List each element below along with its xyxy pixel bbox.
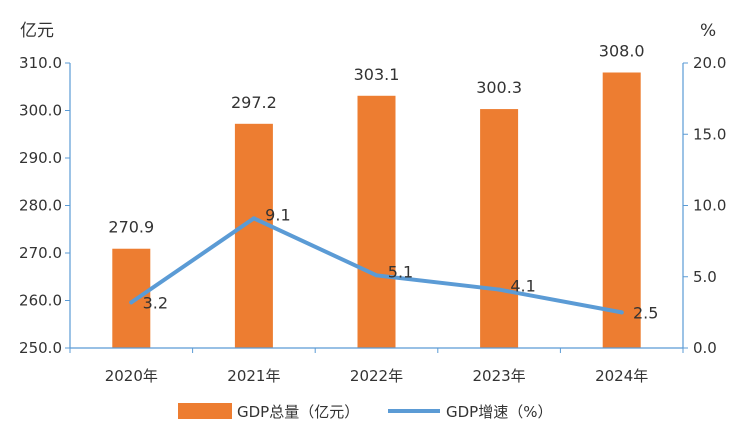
legend-swatch-bar [178, 403, 232, 419]
right-tick-label-1: 5.0 [693, 268, 717, 286]
labels-layer: 270.9 297.2 303.1 300.3 308.0 3.2 9.1 5.1 4.1 2.5 [108, 42, 658, 323]
x-tick-label-1: 2021年 [227, 367, 280, 385]
bar-1 [234, 123, 273, 348]
line-point-0 [129, 300, 134, 305]
bar-0 [112, 248, 151, 348]
bar-label-0: 270.9 [108, 218, 154, 237]
right-tick-label-3: 15.0 [693, 125, 726, 143]
x-tick-label-0: 2020年 [105, 367, 158, 385]
line-label-4: 2.5 [633, 303, 658, 322]
line-point-2 [374, 273, 379, 278]
left-tick-label-6: 310.0 [19, 54, 62, 72]
line-label-1: 9.1 [265, 205, 290, 224]
line-label-2: 5.1 [388, 262, 413, 281]
bar-label-3: 300.3 [476, 78, 522, 97]
left-tick-label-2: 270.0 [19, 244, 62, 262]
right-tick-label-2: 10.0 [693, 197, 726, 215]
line-layer [129, 216, 624, 315]
right-axis-unit: % [700, 21, 716, 41]
line-label-0: 3.2 [143, 293, 168, 312]
axes-layer: 250.0 260.0 270.0 280.0 290.0 300.0 310.0 0.0 5.… [19, 54, 726, 385]
legend-label-bar: GDP总量（亿元） [237, 403, 359, 421]
right-tick-label-0: 0.0 [693, 339, 717, 357]
left-tick-label-3: 280.0 [19, 197, 62, 215]
left-tick-label-4: 290.0 [19, 149, 62, 167]
left-tick-label-0: 250.0 [19, 339, 62, 357]
x-tick-label-3: 2023年 [473, 367, 526, 385]
bar-label-4: 308.0 [599, 42, 645, 61]
x-tick-label-2: 2022年 [350, 367, 403, 385]
line-point-1 [251, 216, 256, 221]
legend: GDP总量（亿元） GDP增速（%） [178, 403, 552, 421]
bar-label-2: 303.1 [354, 65, 400, 84]
bar-2 [357, 95, 396, 349]
bar-4 [602, 72, 641, 348]
line-point-4 [619, 310, 624, 315]
left-axis-unit: 亿元 [20, 21, 54, 41]
right-tick-label-4: 20.0 [693, 54, 726, 72]
bar-label-1: 297.2 [231, 93, 277, 112]
line-point-3 [497, 287, 502, 292]
left-tick-label-5: 300.0 [19, 102, 62, 120]
line-label-3: 4.1 [510, 277, 535, 296]
bar-3 [480, 109, 519, 348]
left-tick-label-1: 260.0 [19, 292, 62, 310]
legend-label-line: GDP增速（%） [446, 403, 552, 421]
x-tick-label-4: 2024年 [595, 367, 648, 385]
bars-layer [112, 72, 641, 349]
